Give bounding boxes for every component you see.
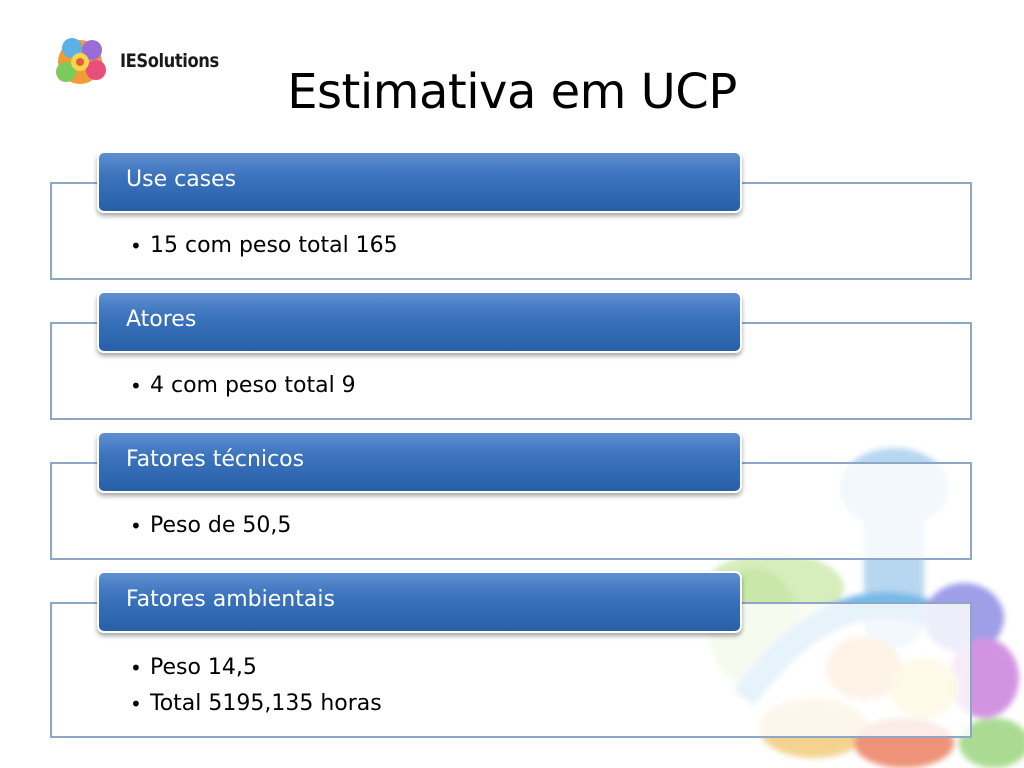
bullet-item: 15 com peso total 165: [130, 228, 398, 264]
brand-logo: [56, 38, 106, 84]
bullet-item: 4 com peso total 9: [130, 368, 356, 404]
bullet-list: Peso 14,5 Total 5195,135 horas: [130, 650, 382, 722]
section-header-fatores-ambientais: Fatores ambientais: [97, 571, 742, 633]
bullet-list: Peso de 50,5: [130, 508, 291, 544]
bullet-item: Peso de 50,5: [130, 508, 291, 544]
bullet-item: Total 5195,135 horas: [130, 686, 382, 722]
section-header-use-cases: Use cases: [97, 151, 742, 213]
bullet-list: 4 com peso total 9: [130, 368, 356, 404]
bullet-list: 15 com peso total 165: [130, 228, 398, 264]
brand-name: IESolutions: [120, 50, 219, 72]
section-header-fatores-tecnicos: Fatores técnicos: [97, 431, 742, 493]
section-header-atores: Atores: [97, 291, 742, 353]
bullet-item: Peso 14,5: [130, 650, 382, 686]
slide-title: Estimativa em UCP: [287, 64, 737, 120]
